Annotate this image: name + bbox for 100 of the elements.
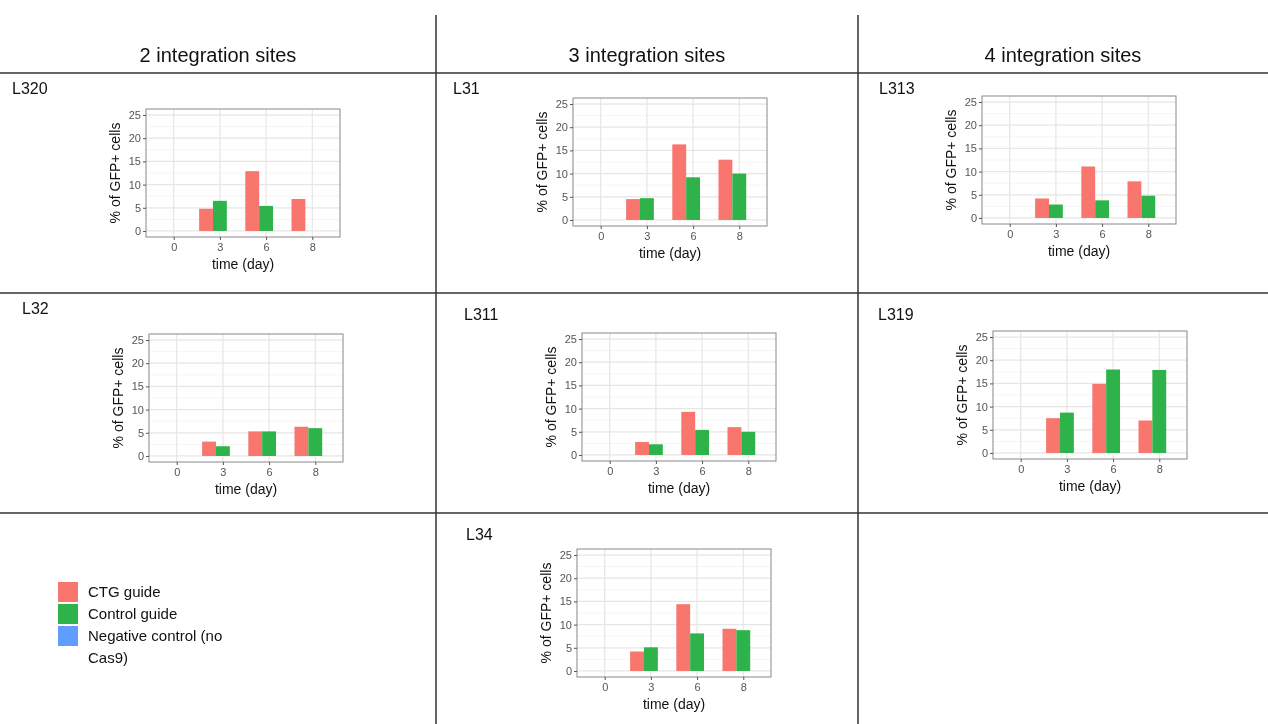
bar <box>259 205 274 231</box>
x-tick-label: 3 <box>648 680 655 693</box>
y-tick-label: 15 <box>555 144 568 157</box>
bar <box>308 428 323 456</box>
bar <box>1095 200 1110 218</box>
y-tick-label: 0 <box>970 211 977 224</box>
chart-title: L31 <box>453 80 480 97</box>
y-tick-label: 25 <box>559 549 572 562</box>
bar <box>1081 166 1096 218</box>
x-tick-label: 8 <box>1145 227 1152 240</box>
x-axis-title: time (day) <box>638 245 702 261</box>
x-tick-label: 8 <box>1156 462 1163 475</box>
y-tick-label: 20 <box>559 572 572 585</box>
y-tick-label: 10 <box>964 165 977 178</box>
x-tick-label: 6 <box>694 680 701 693</box>
y-tick-label: 25 <box>975 331 988 344</box>
y-tick-label: 20 <box>964 119 977 132</box>
bar <box>1048 204 1063 218</box>
y-tick-label: 0 <box>561 213 568 226</box>
x-tick-label: 8 <box>736 229 743 242</box>
bar <box>639 198 654 220</box>
y-axis-title: % of GFP+ cells <box>943 109 959 211</box>
y-axis-title: % of GFP+ cells <box>543 346 559 448</box>
y-tick-label: 15 <box>128 155 141 168</box>
legend-label: Control guide <box>88 605 178 622</box>
bar <box>245 171 260 231</box>
y-tick-label: 15 <box>975 377 988 390</box>
y-tick-label: 5 <box>134 201 141 214</box>
y-tick-label: 20 <box>131 357 144 370</box>
bar <box>736 630 751 671</box>
text: 3 integration sites <box>568 44 726 66</box>
x-tick-label: 3 <box>653 464 660 477</box>
y-tick-label: 25 <box>555 98 568 111</box>
y-tick-label: 10 <box>128 178 141 191</box>
y-tick-label: 5 <box>137 426 144 439</box>
bar <box>732 173 747 220</box>
bar <box>686 177 701 220</box>
y-tick-label: 15 <box>131 380 144 393</box>
x-axis-title: time (day) <box>214 481 278 497</box>
y-tick-label: 5 <box>970 188 977 201</box>
chart-title: L319 <box>878 306 914 323</box>
x-tick-label: 0 <box>1007 227 1014 240</box>
bar <box>643 647 658 671</box>
x-tick-label: 3 <box>1053 227 1060 240</box>
y-tick-label: 15 <box>964 142 977 155</box>
y-tick-label: 0 <box>565 664 572 677</box>
bar <box>1035 198 1049 218</box>
bar <box>1106 369 1121 453</box>
y-tick-label: 25 <box>128 109 141 122</box>
bar <box>212 200 227 231</box>
y-tick-label: 5 <box>565 641 572 654</box>
y-tick-label: 0 <box>981 446 988 459</box>
bar <box>681 411 696 455</box>
y-tick-label: 20 <box>555 121 568 134</box>
bar <box>1127 181 1142 218</box>
text: 2 integration sites <box>139 44 297 66</box>
y-tick-label: 25 <box>564 333 577 346</box>
y-tick-label: 10 <box>559 618 572 631</box>
y-tick-label: 10 <box>975 400 988 413</box>
bar <box>1092 383 1107 453</box>
y-tick-label: 15 <box>564 379 577 392</box>
bar <box>294 426 309 456</box>
x-tick-label: 6 <box>1099 227 1106 240</box>
x-tick-label: 0 <box>607 464 614 477</box>
bar <box>727 427 742 455</box>
y-axis-title: % of GFP+ cells <box>107 122 123 224</box>
y-tick-label: 25 <box>964 96 977 109</box>
bar <box>1059 412 1074 453</box>
y-tick-label: 5 <box>570 425 577 438</box>
x-axis-title: time (day) <box>211 256 275 272</box>
bar <box>262 431 277 456</box>
x-tick-label: 0 <box>598 229 605 242</box>
y-tick-label: 10 <box>564 402 577 415</box>
bar <box>690 633 705 671</box>
x-axis-title: time (day) <box>642 696 706 712</box>
bar <box>199 208 213 231</box>
bar <box>1138 420 1153 453</box>
text: 4 integration sites <box>984 44 1142 66</box>
bar <box>1046 418 1060 453</box>
bar <box>1141 195 1156 218</box>
y-tick-label: 20 <box>128 132 141 145</box>
x-axis-title: time (day) <box>1058 478 1122 494</box>
bar <box>1152 369 1167 453</box>
chart-title: L320 <box>12 80 48 97</box>
y-axis-title: % of GFP+ cells <box>538 562 554 664</box>
x-tick-label: 0 <box>602 680 609 693</box>
x-tick-label: 6 <box>699 464 706 477</box>
bar <box>202 441 216 456</box>
bar <box>215 446 230 456</box>
chart-title: L311 <box>464 306 499 323</box>
chart-title: L34 <box>466 526 493 543</box>
bar <box>676 604 691 671</box>
x-tick-label: 0 <box>1018 462 1025 475</box>
x-tick-label: 3 <box>217 240 224 253</box>
x-axis-title: time (day) <box>1047 243 1111 259</box>
x-tick-label: 6 <box>266 465 273 478</box>
bar <box>291 198 306 231</box>
legend-label: Negative control (no Cas9) <box>88 627 223 666</box>
y-axis-title: % of GFP+ cells <box>954 344 970 446</box>
y-tick-label: 25 <box>131 334 144 347</box>
